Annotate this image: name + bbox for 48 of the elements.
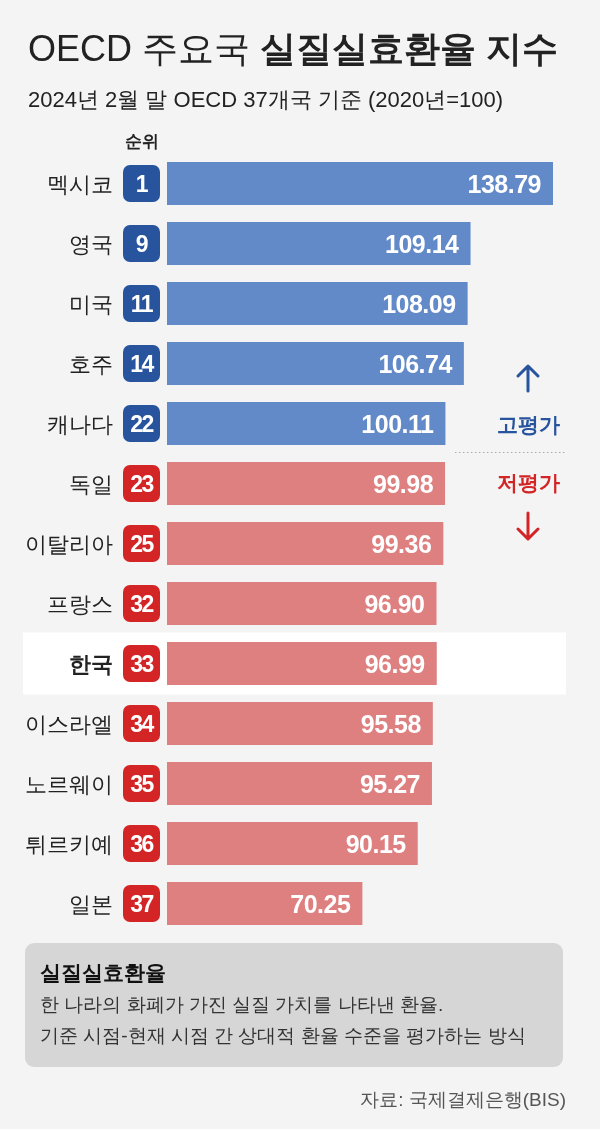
text: 25: [130, 531, 155, 557]
data-label: 109.14: [385, 229, 460, 258]
data-label: 106.74: [378, 349, 453, 378]
y-tick-label: 캐나다: [47, 411, 113, 437]
data-label: 138.79: [467, 169, 541, 198]
y-tick-label: 호주: [69, 351, 113, 377]
text: 34: [130, 711, 155, 737]
data-label: 99.36: [371, 529, 432, 558]
text: 14: [130, 351, 155, 377]
text: 한 나라의 화폐가 가진 실질 가치를 나타낸 환율.: [40, 994, 444, 1015]
annotation: 저평가: [496, 471, 560, 494]
y-tick-label: 프랑스: [47, 591, 113, 617]
text: 37: [130, 891, 154, 917]
text: 1: [135, 171, 149, 197]
y-tick-label: 노르웨이: [25, 771, 113, 797]
y-tick-label: 이탈리아: [25, 531, 113, 557]
data-label: 90.15: [345, 829, 407, 858]
data-label: 95.27: [359, 769, 420, 798]
data-label: 108.09: [382, 289, 456, 318]
y-tick-label: 영국: [69, 231, 113, 257]
y-tick-label: 멕시코: [47, 171, 113, 197]
y-tick-label: 일본: [69, 891, 113, 917]
text: 32: [130, 591, 154, 617]
text: 순위: [124, 132, 159, 151]
y-tick-label: 튀르키예: [25, 831, 113, 857]
text: 실질실효환율: [40, 961, 166, 984]
text: 36: [130, 831, 154, 857]
data-label: 95.58: [360, 709, 422, 738]
y-tick-label: 이스라엘: [25, 711, 113, 737]
text: 9: [135, 231, 148, 257]
text: 기준 시점-현재 시점 간 상대적 환율 수준을 평가하는 방식: [40, 1024, 526, 1046]
annotation: 고평가: [496, 413, 560, 436]
chart-subtitle: 2024년 2월 말 OECD 37개국 기준 (2020년=100): [28, 87, 504, 112]
data-label: 96.90: [364, 589, 425, 618]
text: 33: [130, 651, 154, 677]
data-label: 96.99: [364, 649, 425, 678]
data-label: 70.25: [290, 889, 351, 918]
text: 23: [130, 471, 154, 497]
y-tick-label: 독일: [69, 471, 113, 497]
text: 11: [130, 291, 154, 317]
data-label: 100.11: [361, 409, 435, 438]
data-label: 99.98: [373, 469, 434, 498]
text: 35: [130, 771, 155, 797]
chart-title: OECD 주요국 실질실효환율 지수: [28, 28, 559, 69]
text: 자료: 국제결제은행(BIS): [360, 1089, 566, 1110]
y-tick-label: 미국: [69, 291, 113, 317]
text: 22: [130, 411, 154, 437]
y-tick-label: 한국: [69, 651, 113, 677]
